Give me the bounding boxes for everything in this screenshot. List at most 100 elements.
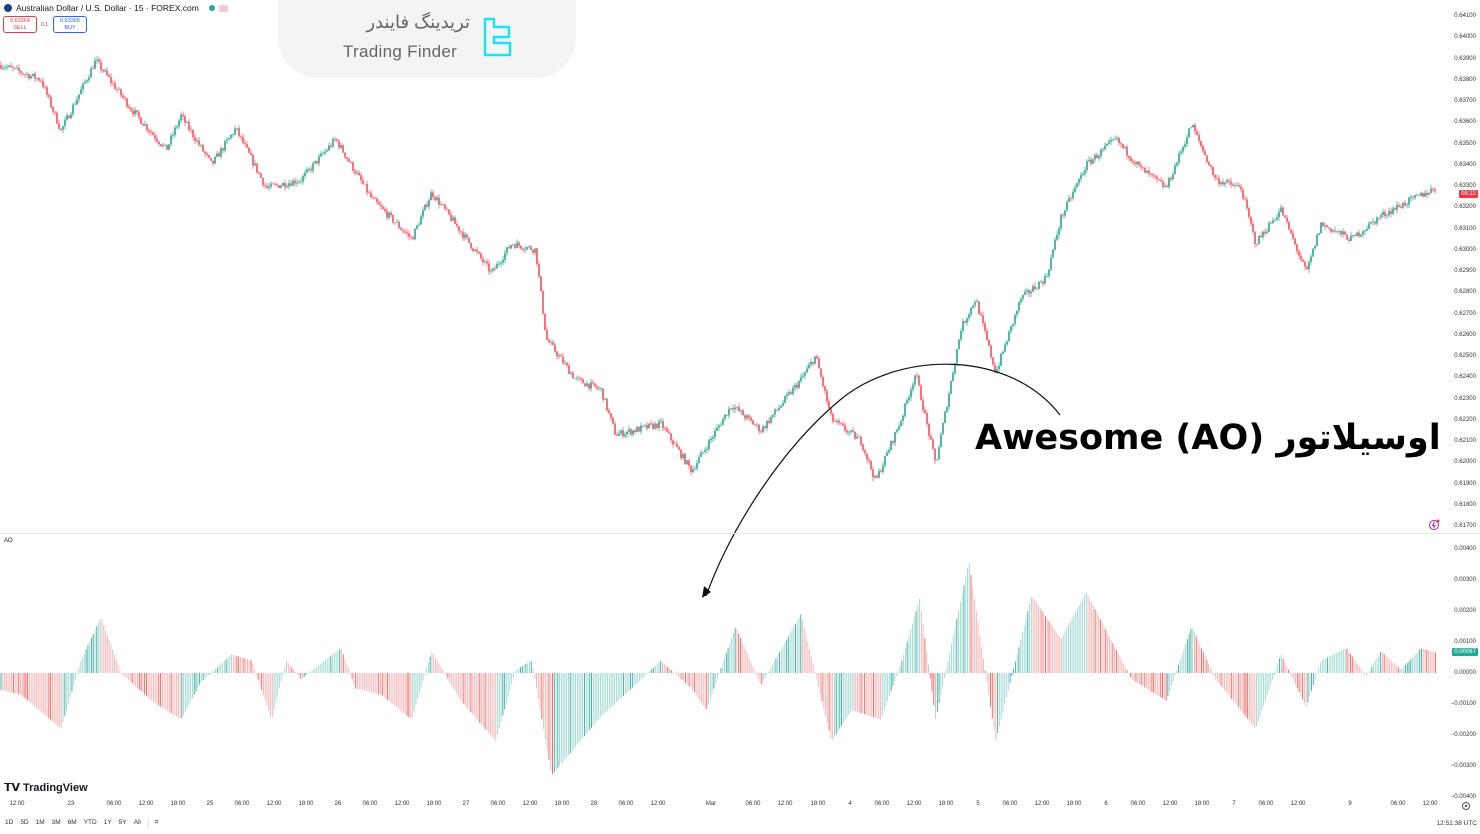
candle (314, 160, 316, 164)
candle (1396, 204, 1398, 210)
candle (1160, 180, 1162, 182)
candle (198, 140, 200, 145)
candle (1148, 170, 1150, 174)
candle (1404, 202, 1406, 206)
symbol-header[interactable]: Australian Dollar / U.S. Dollar · 15 · F… (4, 3, 228, 13)
candle (600, 388, 602, 389)
candle (1244, 198, 1246, 200)
candle (690, 465, 692, 473)
candle (1200, 140, 1202, 147)
candle (184, 116, 186, 123)
candle (268, 186, 270, 188)
candle (114, 83, 116, 90)
price-axis-label: 0.62300 (1454, 395, 1476, 402)
candle (834, 421, 836, 423)
candle (126, 98, 128, 107)
ao-axis-label: −0.00200 (1450, 732, 1476, 738)
candle (784, 396, 786, 403)
candle (726, 414, 728, 416)
sell-button[interactable]: 0.63264 SELL (3, 16, 37, 33)
candle (654, 423, 656, 429)
candle (618, 433, 620, 436)
candle (1394, 208, 1396, 210)
candle (548, 339, 550, 343)
candle (458, 226, 460, 232)
price-axis-label: 0.62600 (1454, 331, 1476, 338)
candle (896, 429, 898, 432)
time-axis-label: 06:00 (1130, 801, 1146, 807)
candle (282, 182, 284, 186)
candle (394, 222, 396, 224)
candle (580, 378, 582, 380)
candle (1102, 148, 1104, 150)
alert-icon[interactable] (1428, 519, 1440, 531)
range-button-5d[interactable]: 5D (20, 819, 29, 826)
candle (168, 144, 170, 150)
candle (718, 425, 720, 428)
candle (1128, 155, 1130, 158)
candle (902, 415, 904, 421)
candle (250, 152, 252, 156)
clock[interactable]: 12:51:38 UTC (1436, 820, 1477, 827)
candle (1388, 210, 1390, 216)
candle (1142, 167, 1144, 168)
date-range-icon[interactable]: ⌗ (147, 819, 159, 827)
range-button-1m[interactable]: 1M (35, 819, 45, 826)
price-axis-label: 0.63000 (1454, 246, 1476, 253)
candle (1088, 159, 1090, 162)
candle (174, 127, 176, 135)
price-axis-label: 0.61700 (1454, 523, 1476, 529)
candle (734, 407, 736, 410)
buy-button[interactable]: 0.63265 BUY (53, 16, 87, 33)
candle (874, 475, 876, 478)
arrow-head-icon (702, 586, 711, 598)
candle (810, 361, 812, 365)
candle (426, 204, 428, 207)
candle (972, 305, 974, 308)
candle (1000, 353, 1002, 366)
candle (446, 208, 448, 210)
candle (520, 245, 522, 249)
candle (312, 163, 314, 171)
candle (1058, 228, 1060, 235)
time-axis-label: 18:00 (1066, 801, 1082, 807)
candle (1046, 275, 1048, 277)
price-axis-label: 0.64000 (1454, 34, 1476, 41)
price-axis-label: 0.62400 (1454, 374, 1476, 381)
range-button-ytd[interactable]: YTD (83, 819, 97, 826)
range-button-1d[interactable]: 1D (5, 819, 14, 826)
candle (998, 365, 1000, 370)
candle (1166, 185, 1168, 187)
price-axis-label: 0.63800 (1454, 76, 1476, 83)
ao-indicator-label[interactable]: AO (4, 538, 13, 544)
candle (1086, 161, 1088, 170)
range-button-1y[interactable]: 1Y (103, 819, 112, 826)
candle (72, 104, 74, 115)
candle (920, 385, 922, 401)
candle (1342, 231, 1344, 235)
candle (1234, 185, 1236, 186)
settings-icon[interactable] (1461, 801, 1471, 811)
range-button-6m[interactable]: 6M (67, 819, 77, 826)
candle (28, 74, 30, 79)
ao-axis-label: 0.00300 (1454, 577, 1476, 583)
candle (1212, 166, 1214, 176)
candle (1060, 214, 1062, 229)
candle (806, 368, 808, 373)
candle (262, 177, 264, 186)
pane-divider[interactable] (0, 533, 1480, 534)
candle (940, 434, 942, 448)
candle (636, 427, 638, 433)
candle (926, 412, 928, 424)
candle (938, 447, 940, 460)
candle (546, 330, 548, 340)
candle (494, 268, 496, 269)
candle (362, 180, 364, 184)
range-button-5y[interactable]: 5Y (118, 819, 127, 826)
range-button-all[interactable]: All (133, 819, 141, 826)
candle (748, 415, 750, 418)
candle (1312, 248, 1314, 257)
range-button-3m[interactable]: 3M (51, 819, 61, 826)
candle (142, 123, 144, 126)
